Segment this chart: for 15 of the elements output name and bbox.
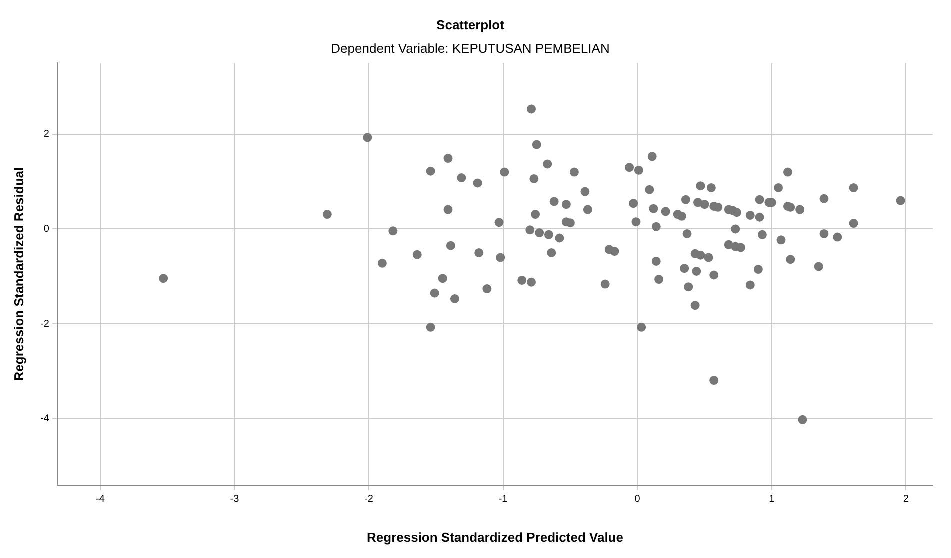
x-tick-label: 0 bbox=[634, 494, 641, 506]
y-tick-label: -2 bbox=[40, 318, 50, 330]
y-axis-title: Regression Standardized Residual bbox=[11, 167, 26, 382]
chart-title: Scatterplot bbox=[436, 17, 506, 32]
y-tick-label: 2 bbox=[44, 129, 50, 140]
y-tick-label: -4 bbox=[40, 414, 50, 425]
x-tick-label: -2 bbox=[364, 494, 374, 506]
x-tick-label: 2 bbox=[903, 494, 910, 506]
x-tick-label: -4 bbox=[96, 494, 106, 506]
chart-subtitle: Dependent Variable: KEPUTUSAN PEMBELIAN bbox=[331, 40, 610, 56]
x-tick-label: -1 bbox=[498, 494, 508, 506]
x-tick-label: 1 bbox=[769, 494, 776, 506]
x-axis-title: Regression Standardized Predicted Value bbox=[367, 530, 624, 545]
y-tick-label: 0 bbox=[44, 224, 50, 235]
x-tick-label: -3 bbox=[230, 494, 240, 506]
